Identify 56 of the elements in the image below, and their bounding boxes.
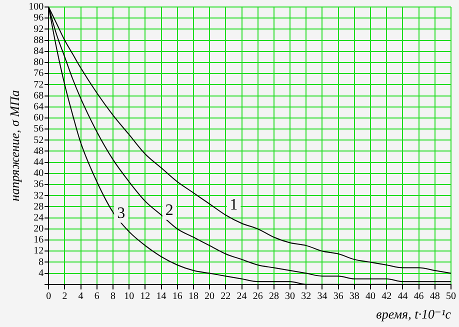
y-tick-label: 36 bbox=[34, 179, 44, 190]
x-tick-label: 22 bbox=[220, 291, 231, 302]
y-tick-label: 84 bbox=[34, 46, 44, 58]
x-tick-label: 0 bbox=[46, 291, 52, 302]
x-tick-label: 8 bbox=[110, 291, 116, 302]
x-tick-label: 18 bbox=[188, 291, 198, 302]
x-tick-label: 40 bbox=[366, 291, 376, 302]
y-tick-label: 56 bbox=[34, 124, 44, 135]
x-tick-label: 32 bbox=[301, 291, 312, 302]
y-tick-label: 100 bbox=[28, 2, 44, 13]
y-tick-label: 92 bbox=[34, 24, 44, 35]
x-tick-label: 34 bbox=[317, 291, 328, 302]
x-tick-label: 26 bbox=[252, 291, 263, 302]
x-tick-label: 16 bbox=[172, 291, 182, 302]
series-label: 3 bbox=[117, 204, 126, 222]
x-tick-label: 38 bbox=[349, 291, 360, 302]
x-tick-label: 48 bbox=[430, 291, 440, 302]
x-tick-label: 36 bbox=[333, 291, 344, 302]
y-tick-label: 28 bbox=[34, 201, 44, 212]
y-tick-label: 20 bbox=[34, 224, 44, 235]
x-tick-label: 44 bbox=[398, 291, 408, 302]
y-tick-label: 60 bbox=[34, 112, 44, 124]
x-tick-label: 6 bbox=[94, 291, 100, 302]
x-tick-label: 4 bbox=[78, 291, 84, 302]
y-tick-label: 44 bbox=[34, 156, 44, 168]
y-tick-label: 16 bbox=[34, 234, 44, 246]
y-tick-label: 80 bbox=[34, 57, 44, 68]
x-tick-label: 50 bbox=[446, 291, 456, 302]
x-tick-label: 28 bbox=[268, 291, 279, 302]
x-axis-title: время, t·10⁻¹с bbox=[376, 306, 452, 322]
y-tick-label: 24 bbox=[34, 212, 44, 224]
x-tick-label: 24 bbox=[236, 291, 247, 302]
x-tick-label: 12 bbox=[140, 291, 150, 302]
x-tick-label: 46 bbox=[414, 291, 424, 302]
y-tick-label: 52 bbox=[34, 134, 44, 146]
x-tick-label: 20 bbox=[204, 291, 215, 302]
y-tick-label: 68 bbox=[34, 90, 44, 102]
y-tick-label: 4 bbox=[38, 268, 44, 279]
y-tick-label: 96 bbox=[34, 12, 44, 24]
y-tick-label: 88 bbox=[34, 34, 44, 46]
y-tick-label: 72 bbox=[34, 79, 44, 90]
x-tick-label: 2 bbox=[62, 291, 68, 302]
series-label: 2 bbox=[165, 202, 174, 220]
y-tick-label: 32 bbox=[34, 190, 44, 202]
x-tick-label: 30 bbox=[285, 291, 296, 302]
x-tick-label: 10 bbox=[124, 291, 134, 302]
y-axis-title: напряжение, σ МПа bbox=[7, 90, 22, 202]
x-tick-label: 14 bbox=[156, 291, 166, 302]
y-tick-label: 48 bbox=[34, 146, 44, 157]
y-tick-label: 8 bbox=[38, 256, 44, 268]
y-tick-label: 40 bbox=[34, 168, 44, 180]
y-tick-label: 64 bbox=[34, 101, 44, 112]
y-tick-label: 12 bbox=[34, 246, 44, 257]
series-label: 1 bbox=[230, 196, 238, 214]
x-tick-label: 42 bbox=[382, 291, 392, 302]
y-tick-label: 76 bbox=[34, 68, 44, 80]
